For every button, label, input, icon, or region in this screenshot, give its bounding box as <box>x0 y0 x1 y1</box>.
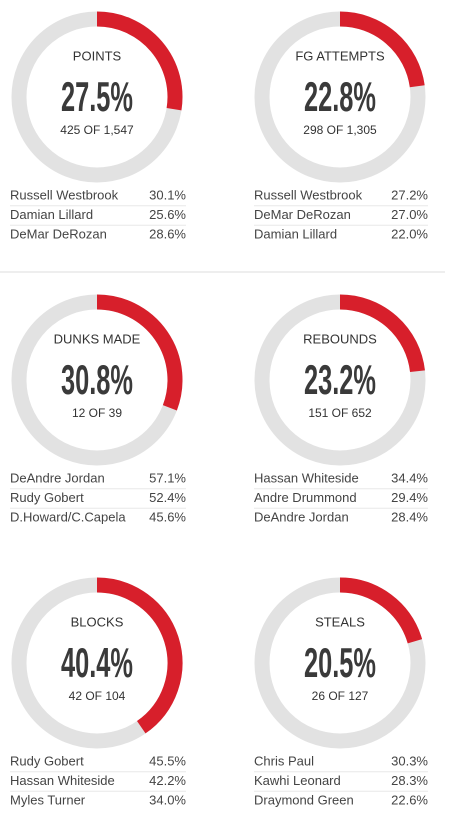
donut-arc <box>96 11 183 111</box>
donut-arc <box>96 294 183 411</box>
donut-title: STEALS <box>315 614 365 629</box>
donut-value: 30.8% <box>61 356 133 403</box>
donut-title: DUNKS MADE <box>54 331 141 346</box>
leader-value: 28.4% <box>391 509 428 524</box>
donut-subtitle: 26 OF 127 <box>312 689 369 703</box>
leader-name: Andre Drummond <box>254 490 357 505</box>
leader-value: 45.5% <box>149 753 186 768</box>
leader-name: Damian Lillard <box>10 207 93 222</box>
donut-value: 22.8% <box>304 73 376 120</box>
leader-name: DeMar DeRozan <box>254 207 351 222</box>
leader-name: Rudy Gobert <box>10 753 84 768</box>
leader-name: Hassan Whiteside <box>254 470 359 485</box>
donut-subtitle: 12 OF 39 <box>72 406 122 420</box>
leader-name: D.Howard/C.Capela <box>10 509 126 524</box>
donut-title: POINTS <box>73 48 122 63</box>
donut-arc <box>339 577 423 644</box>
leader-value: 25.6% <box>149 207 186 222</box>
leader-value: 34.4% <box>391 470 428 485</box>
donut-value: 20.5% <box>304 639 376 686</box>
leader-name: DeAndre Jordan <box>10 470 105 485</box>
leader-value: 28.6% <box>149 226 186 241</box>
donut-value: 23.2% <box>304 356 376 403</box>
leader-value: 52.4% <box>149 490 186 505</box>
leader-value: 29.4% <box>391 490 428 505</box>
donut-title: FG ATTEMPTS <box>295 48 385 63</box>
leader-name: Rudy Gobert <box>10 490 84 505</box>
donut-subtitle: 42 OF 104 <box>69 689 126 703</box>
leader-value: 30.1% <box>149 187 186 202</box>
leader-name: Russell Westbrook <box>254 187 363 202</box>
donut-value: 40.4% <box>61 639 133 686</box>
donut-subtitle: 425 OF 1,547 <box>60 123 134 137</box>
leader-value: 30.3% <box>391 753 428 768</box>
leader-value: 22.0% <box>391 226 428 241</box>
leader-value: 28.3% <box>391 773 428 788</box>
leader-value: 42.2% <box>149 773 186 788</box>
donut-arc <box>339 294 425 373</box>
leader-name: Damian Lillard <box>254 226 337 241</box>
leader-name: DeAndre Jordan <box>254 509 349 524</box>
leader-name: Russell Westbrook <box>10 187 119 202</box>
leader-name: Myles Turner <box>10 792 86 807</box>
donut-subtitle: 151 OF 652 <box>308 406 372 420</box>
donut-value: 27.5% <box>61 73 133 120</box>
leader-value: 22.6% <box>391 792 428 807</box>
leader-name: Draymond Green <box>254 792 354 807</box>
leader-value: 57.1% <box>149 470 186 485</box>
donut-subtitle: 298 OF 1,305 <box>303 123 377 137</box>
donut-title: REBOUNDS <box>303 331 377 346</box>
leader-name: DeMar DeRozan <box>10 226 107 241</box>
donut-title: BLOCKS <box>71 614 124 629</box>
donut-arc <box>96 577 183 734</box>
leader-name: Hassan Whiteside <box>10 773 115 788</box>
leader-value: 27.2% <box>391 187 428 202</box>
leader-name: Kawhi Leonard <box>254 773 341 788</box>
leader-value: 27.0% <box>391 207 428 222</box>
leader-name: Chris Paul <box>254 753 314 768</box>
leader-value: 45.6% <box>149 509 186 524</box>
leader-value: 34.0% <box>149 792 186 807</box>
donut-arc <box>339 11 425 88</box>
